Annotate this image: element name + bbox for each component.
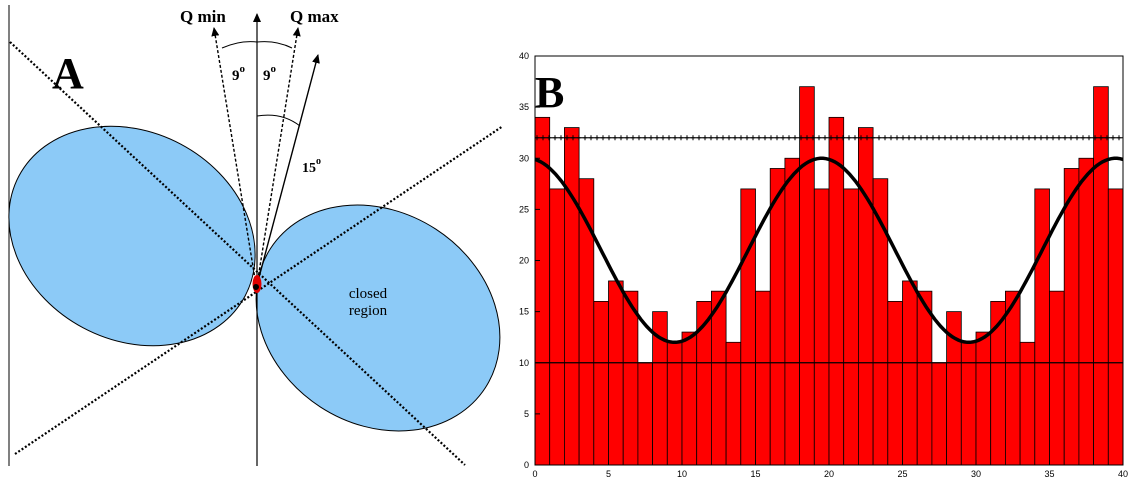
- angle-label-15: 15o: [302, 156, 321, 176]
- y-tick-label: 10: [519, 358, 529, 368]
- histogram-bar: [710, 290, 727, 466]
- y-tick-label: 15: [519, 307, 529, 317]
- histogram-bar: [564, 127, 580, 466]
- fifteen-degree-arrow: [256, 54, 320, 286]
- histogram-bar: [725, 341, 742, 466]
- ticks-group: 0 5 10 15 20 25 30 35 40 0 5 10 15 20 25 30 35 40: [519, 51, 1128, 479]
- q-max-label: Q max: [290, 7, 339, 26]
- panel-a-diagram: A Q min Q max 9o 9o 15o closed region: [8, 5, 504, 466]
- histogram-bar: [916, 290, 933, 466]
- histogram-bar: [1019, 341, 1036, 466]
- histogram-bar: [534, 116, 551, 466]
- histogram-bar: [857, 127, 874, 466]
- histogram-bar: [637, 362, 654, 466]
- histogram-bar: [828, 116, 845, 466]
- red-core: [252, 275, 262, 293]
- fit-curve: [534, 156, 1124, 345]
- histogram-bar: [593, 300, 609, 466]
- right-lobe: [255, 204, 501, 432]
- histogram-bar: [887, 300, 903, 466]
- angle-label-right: 9o: [263, 63, 277, 84]
- y-tick-label: 40: [519, 51, 529, 61]
- histogram-bar: [608, 280, 624, 466]
- histogram-bar: [769, 168, 786, 466]
- bars-group: [534, 86, 1124, 466]
- histogram-bar: [975, 331, 992, 466]
- core-center: [253, 284, 259, 290]
- histogram-bar: [843, 188, 859, 466]
- x-tick-label: 40: [1118, 469, 1128, 479]
- dotted-line-descending: [9, 41, 466, 466]
- histogram-bar: [799, 86, 815, 466]
- closed-region-line2: region: [349, 303, 388, 319]
- q-min-label: Q min: [180, 7, 226, 26]
- x-tick-label: 35: [1044, 469, 1054, 479]
- y-tick-label: 5: [524, 409, 529, 419]
- panel-b-label: B: [535, 68, 564, 117]
- histogram-bar: [1078, 157, 1095, 466]
- histogram-bar: [549, 188, 565, 466]
- y-tick-label: 30: [519, 153, 529, 163]
- x-tick-label: 30: [971, 469, 981, 479]
- histogram-bar: [1063, 168, 1080, 466]
- histogram-bar: [1093, 86, 1109, 466]
- left-lobe: [8, 125, 256, 347]
- x-tick-label: 25: [897, 469, 907, 479]
- x-tick-label: 15: [750, 469, 760, 479]
- histogram-bar: [681, 331, 698, 466]
- y-tick-label: 0: [524, 460, 529, 470]
- q-max-arrow: [256, 27, 301, 286]
- histogram-bar: [931, 362, 947, 466]
- histogram-bar: [960, 341, 977, 466]
- angle-arc-15: [256, 114, 301, 127]
- histogram-bar: [1049, 290, 1065, 466]
- angle-label-left: 9o: [232, 63, 246, 84]
- histogram-bar: [1034, 188, 1050, 466]
- histogram-bar: [755, 290, 771, 466]
- histogram-bar: [740, 188, 756, 466]
- x-tick-label: 10: [677, 469, 687, 479]
- histogram-bar: [813, 188, 830, 466]
- y-tick-label: 25: [519, 204, 529, 214]
- plot-frame: [534, 55, 1124, 466]
- panel-a-label: A: [52, 49, 84, 98]
- y-tick-label: 35: [519, 102, 529, 112]
- histogram-bar: [1107, 188, 1124, 466]
- x-tick-label: 0: [532, 469, 537, 479]
- angle-arc-left: [221, 41, 258, 49]
- angle-arc-right: [256, 41, 293, 49]
- x-tick-label: 5: [606, 469, 611, 479]
- y-tick-label: 20: [519, 256, 529, 266]
- histogram-bar: [902, 280, 918, 466]
- histogram-bar: [666, 341, 683, 466]
- histogram-bar: [784, 157, 800, 466]
- x-tick-label: 20: [824, 469, 834, 479]
- histogram-bar: [622, 290, 639, 466]
- q-min-arrow: [211, 27, 257, 286]
- closed-region-line1: closed: [349, 286, 388, 302]
- reference-lines-group: [534, 135, 1123, 364]
- panel-b-chart: 0 5 10 15 20 25 30 35 40 0 5 10 15 20 25 30 35 40 B: [519, 51, 1128, 479]
- histogram-bar: [1004, 290, 1021, 466]
